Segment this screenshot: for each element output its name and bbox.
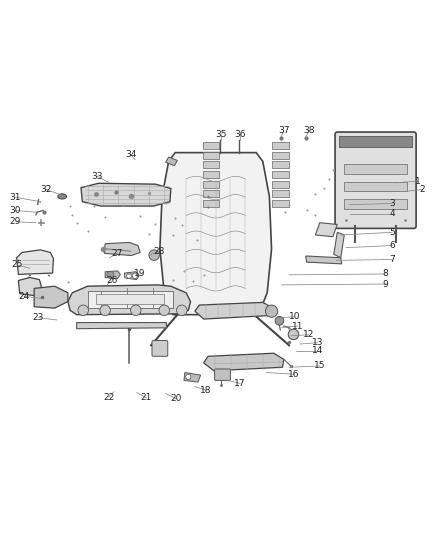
Polygon shape <box>306 256 342 264</box>
Circle shape <box>159 305 170 316</box>
Polygon shape <box>81 183 171 206</box>
Polygon shape <box>68 285 191 314</box>
Text: 13: 13 <box>312 338 323 347</box>
Bar <box>344 182 407 191</box>
Text: 23: 23 <box>33 313 44 322</box>
Circle shape <box>100 305 110 316</box>
Bar <box>272 171 289 178</box>
Text: 31: 31 <box>10 193 21 202</box>
Text: 18: 18 <box>200 385 212 394</box>
Polygon shape <box>104 243 140 255</box>
Polygon shape <box>17 250 53 274</box>
Bar <box>203 171 219 178</box>
Polygon shape <box>77 322 166 329</box>
Circle shape <box>149 250 159 260</box>
Text: 34: 34 <box>125 150 136 159</box>
Text: 7: 7 <box>389 255 395 264</box>
Text: 32: 32 <box>40 185 52 194</box>
Text: 15: 15 <box>314 361 325 370</box>
Polygon shape <box>34 286 68 308</box>
Text: 16: 16 <box>288 370 299 379</box>
Text: 8: 8 <box>382 270 389 278</box>
Text: 14: 14 <box>312 346 323 355</box>
Text: 19: 19 <box>134 269 145 278</box>
Polygon shape <box>315 223 337 237</box>
Bar <box>339 136 412 147</box>
Polygon shape <box>105 271 120 279</box>
Circle shape <box>265 305 278 317</box>
Bar <box>203 161 219 168</box>
Ellipse shape <box>58 194 67 199</box>
Text: 33: 33 <box>92 172 103 181</box>
Text: 3: 3 <box>389 199 395 208</box>
Text: 25: 25 <box>11 260 22 269</box>
Bar <box>272 142 289 149</box>
FancyBboxPatch shape <box>215 369 230 381</box>
Text: 35: 35 <box>215 130 226 139</box>
Text: 36: 36 <box>234 130 246 139</box>
Text: 9: 9 <box>382 279 389 288</box>
Text: 5: 5 <box>389 228 395 237</box>
Text: 30: 30 <box>10 206 21 215</box>
Polygon shape <box>160 152 272 314</box>
Bar <box>203 181 219 188</box>
Polygon shape <box>166 157 177 166</box>
Text: 11: 11 <box>292 321 304 330</box>
Text: 27: 27 <box>112 249 123 258</box>
Text: 6: 6 <box>389 241 395 250</box>
Polygon shape <box>204 353 284 371</box>
Bar <box>203 142 219 149</box>
Circle shape <box>186 374 191 379</box>
Text: 20: 20 <box>170 394 182 403</box>
Text: 22: 22 <box>103 392 114 401</box>
Text: 12: 12 <box>303 330 314 340</box>
Bar <box>344 164 407 174</box>
Polygon shape <box>195 302 272 319</box>
Circle shape <box>177 305 187 316</box>
Bar <box>203 190 219 197</box>
Circle shape <box>107 271 114 278</box>
Bar <box>344 199 407 209</box>
Text: 24: 24 <box>18 292 30 301</box>
Text: 28: 28 <box>153 247 164 256</box>
Text: 1: 1 <box>415 176 421 185</box>
Bar <box>96 294 164 304</box>
Circle shape <box>288 329 299 340</box>
Bar <box>203 200 219 207</box>
Text: 37: 37 <box>278 126 290 135</box>
Polygon shape <box>124 272 139 280</box>
Circle shape <box>132 273 138 278</box>
Circle shape <box>131 305 141 316</box>
Bar <box>272 190 289 197</box>
Text: 26: 26 <box>106 277 117 286</box>
Text: 2: 2 <box>420 185 425 194</box>
Text: 21: 21 <box>141 393 152 402</box>
Polygon shape <box>334 232 344 258</box>
Bar <box>272 152 289 159</box>
Circle shape <box>127 273 132 278</box>
Text: 10: 10 <box>289 312 300 321</box>
Polygon shape <box>18 278 42 296</box>
Bar <box>272 161 289 168</box>
Circle shape <box>78 305 88 316</box>
Bar <box>272 200 289 207</box>
Polygon shape <box>184 373 201 382</box>
Text: 4: 4 <box>389 209 395 219</box>
FancyBboxPatch shape <box>152 341 168 356</box>
Text: 29: 29 <box>10 217 21 227</box>
Text: 17: 17 <box>234 379 246 388</box>
Bar <box>203 152 219 159</box>
FancyBboxPatch shape <box>335 132 416 229</box>
Bar <box>88 290 173 308</box>
Text: 38: 38 <box>304 126 315 135</box>
Bar <box>272 181 289 188</box>
Circle shape <box>275 317 284 325</box>
